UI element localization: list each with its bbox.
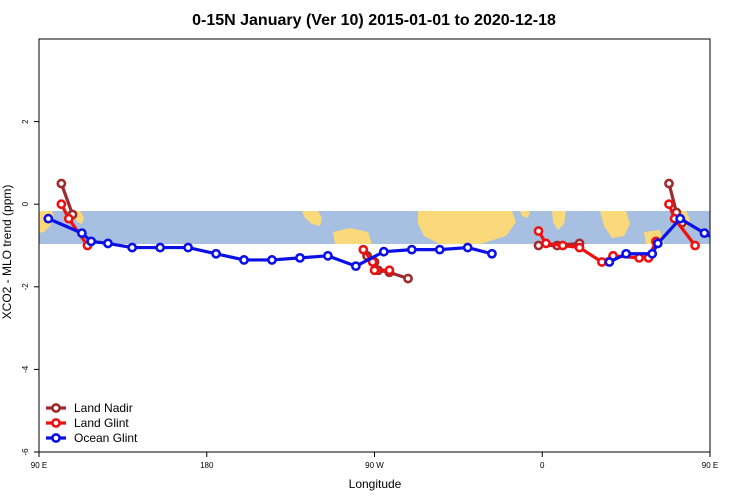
data-point [596,257,607,267]
data-point [716,238,723,245]
data-point [690,240,700,251]
data-point [86,236,97,247]
series-line [59,183,75,216]
y-tick-label: -6 [21,448,30,456]
data-point [384,265,395,276]
data-point [76,228,87,239]
legend-marker [51,403,61,413]
y-tick-label: -2 [21,283,30,291]
data-point [56,178,67,189]
data-point [533,226,544,236]
plot-frame [38,38,711,453]
data-point [43,213,54,224]
data-point [183,242,194,253]
land-central-america [302,211,322,226]
data-point [267,255,277,265]
data-point [699,228,710,239]
data-point [378,246,389,257]
data-point [434,244,445,255]
ocean-band [39,211,710,244]
data-point [744,240,750,247]
data-point [675,213,686,224]
data-point [462,242,473,253]
x-tick-label: 90 W [365,461,384,470]
legend-marker [51,418,61,428]
land-masses [39,211,690,244]
y-tick-label: -4 [21,365,30,373]
legend-marker [51,433,61,443]
y-axis: -6 -4 -2 0 2 [21,119,39,456]
data-point [127,242,138,253]
y-axis-label: XCO2 - MLO trend (ppm) [0,185,14,320]
land-africa [418,211,516,244]
series-ocean-glint [43,213,750,272]
data-point [557,240,568,251]
data-point [664,199,674,210]
y-tick-label: 0 [21,201,30,206]
legend-label: Land Glint [74,416,129,430]
land-indochina [600,211,630,238]
data-point [63,213,74,224]
land-india [552,211,566,230]
data-point [295,252,305,263]
chart-title: 0-15N January (Ver 10) 2015-01-01 to 202… [192,12,556,29]
data-point [239,255,249,265]
series-line [608,217,710,264]
legend-label: Ocean Glint [74,431,138,445]
data-point [406,244,417,255]
data-point [541,238,551,249]
land-south-america-north [333,228,372,244]
data-point [155,242,166,253]
data-point [403,273,413,284]
legend-label: Land Nadir [74,401,133,415]
y-tick-label: 2 [21,119,30,124]
data-point [350,261,361,272]
data-point [647,248,658,259]
series-layer [43,178,750,284]
data-point [652,238,663,249]
data-point [604,257,615,267]
data-point [56,199,67,210]
data-point [621,248,632,259]
world-map-band [39,211,710,244]
data-point [103,238,113,249]
x-tick-label: 90 E [702,461,718,470]
x-tick-label: 180 [200,461,214,470]
data-point [664,178,674,189]
data-point [358,244,369,255]
x-tick-label: 90 E [31,461,47,470]
data-point [634,252,645,263]
data-point [211,248,221,259]
x-axis-label: Longitude [349,477,402,491]
data-point [574,242,585,253]
data-point [323,250,333,261]
data-point [533,240,544,251]
data-point [487,248,497,259]
land-arabia-horn [520,211,530,218]
data-point [369,265,380,276]
x-tick-label: 0 [540,461,545,470]
x-axis: 90 E 180 90 W 0 90 E [31,452,718,470]
